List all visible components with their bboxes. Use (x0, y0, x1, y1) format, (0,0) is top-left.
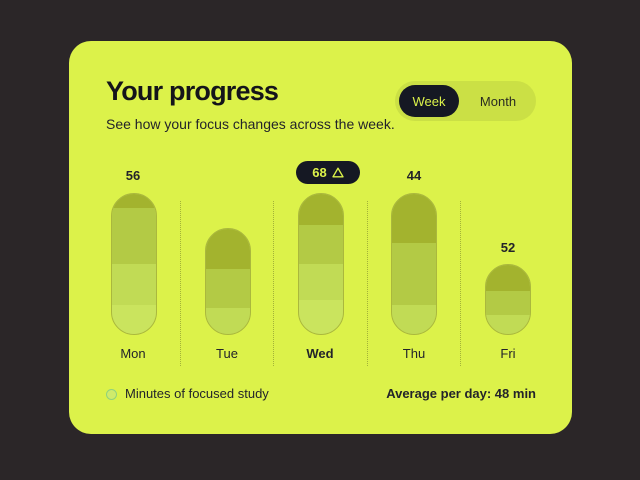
bar-band (486, 291, 530, 316)
bar-band (299, 264, 343, 301)
bar-tue[interactable] (205, 228, 251, 335)
bar-band (392, 304, 436, 334)
bar-band (112, 304, 156, 334)
bar-band (206, 307, 250, 334)
day-label-mon: Mon (120, 346, 146, 361)
page-subtitle: See how your focus changes across the we… (106, 116, 395, 132)
toggle-week-button[interactable]: Week (399, 85, 459, 117)
day-label-fri: Fri (500, 346, 516, 361)
toggle-month-button[interactable]: Month (465, 85, 531, 117)
legend-dot-icon (106, 389, 117, 400)
bar-band (112, 194, 156, 208)
bar-thu[interactable] (391, 193, 437, 335)
bar-band (392, 243, 436, 305)
bar-band (392, 194, 436, 243)
legend-label: Minutes of focused study (125, 386, 269, 401)
bar-band (486, 315, 530, 334)
value-label-wed: 68 (312, 165, 327, 180)
triangle-up-icon (332, 167, 344, 178)
column-divider (460, 201, 461, 366)
value-label-thu: 44 (406, 168, 422, 183)
page-title: Your progress (106, 76, 279, 106)
bar-band (206, 268, 250, 308)
bar-band (299, 300, 343, 334)
bar-band (299, 224, 343, 264)
bar-band (486, 265, 530, 292)
bar-band (112, 208, 156, 264)
value-label-mon: 56 (125, 168, 141, 183)
day-label-tue: Tue (216, 346, 238, 361)
value-label-fri: 52 (500, 240, 516, 255)
day-label-wed: Wed (306, 346, 334, 361)
bar-fri[interactable] (485, 264, 531, 335)
progress-card: Your progress See how your focus changes… (69, 41, 572, 434)
bar-band (299, 194, 343, 225)
bar-band (112, 264, 156, 305)
column-divider (367, 201, 368, 366)
average-summary: Average per day: 48 min (386, 386, 536, 401)
bar-wed[interactable] (298, 193, 344, 335)
day-label-thu: Thu (402, 346, 426, 361)
period-toggle: Week Month (395, 81, 536, 121)
value-badge-wed[interactable]: 68 (296, 161, 360, 184)
bar-band (206, 229, 250, 269)
column-divider (180, 201, 181, 366)
bar-mon[interactable] (111, 193, 157, 335)
column-divider (273, 201, 274, 366)
